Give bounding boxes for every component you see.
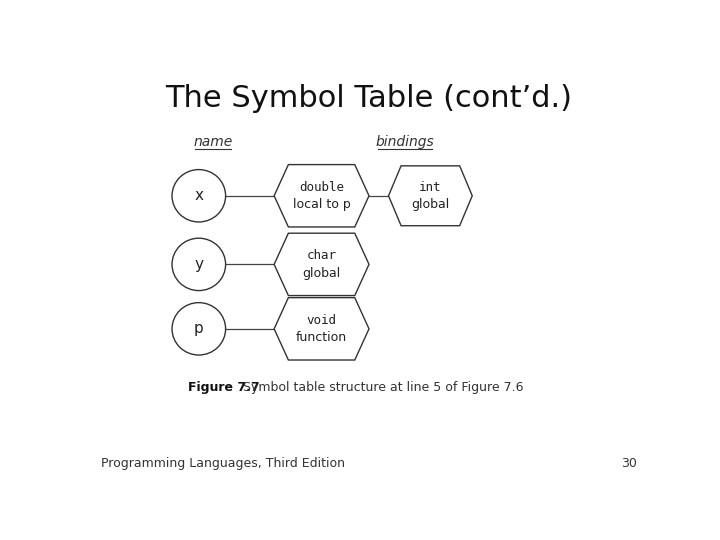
Text: int: int <box>419 181 441 194</box>
Polygon shape <box>274 298 369 360</box>
Ellipse shape <box>172 302 225 355</box>
Text: double: double <box>299 180 344 193</box>
Text: function: function <box>296 331 347 344</box>
Text: x: x <box>194 188 203 203</box>
Text: global: global <box>411 198 449 211</box>
Text: Programming Languages, Third Edition: Programming Languages, Third Edition <box>101 457 345 470</box>
Polygon shape <box>389 166 472 226</box>
Text: The Symbol Table (cont’d.): The Symbol Table (cont’d.) <box>166 84 572 112</box>
Text: global: global <box>302 267 341 280</box>
Text: char: char <box>307 249 336 262</box>
Text: name: name <box>193 134 233 149</box>
Text: 30: 30 <box>621 457 637 470</box>
Text: p: p <box>194 321 204 336</box>
Text: Symbol table structure at line 5 of Figure 7.6: Symbol table structure at line 5 of Figu… <box>239 381 523 394</box>
Ellipse shape <box>172 238 225 291</box>
Text: void: void <box>307 314 336 327</box>
Ellipse shape <box>172 170 225 222</box>
Text: y: y <box>194 257 203 272</box>
Text: Figure 7.7: Figure 7.7 <box>188 381 259 394</box>
Polygon shape <box>274 233 369 295</box>
Text: bindings: bindings <box>376 134 435 149</box>
Polygon shape <box>274 165 369 227</box>
Text: local to p: local to p <box>293 198 351 211</box>
